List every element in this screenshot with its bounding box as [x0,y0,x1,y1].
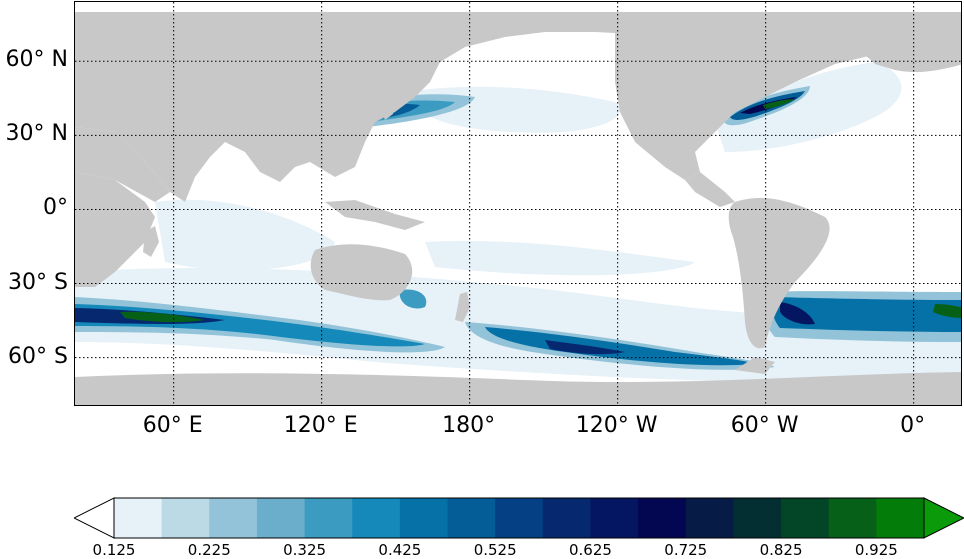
colorbar-segment [733,498,782,538]
arabia-landmass [75,127,170,202]
central-america [685,172,735,207]
indonesia [325,200,425,230]
antarctica-landmass [75,372,961,405]
colorbar-segment [161,498,210,538]
colorbar-segment [495,498,544,538]
colorbar-under-extension [74,497,115,539]
colorbar-segment [638,498,687,538]
lat-tick-label: 0° [43,195,68,221]
brazil-malvinas-peak [933,304,961,318]
colorbar-frame [113,497,925,539]
colorbar-segment [256,498,306,538]
colorbar-segment [399,498,449,538]
acc-pacific-mid [485,327,755,366]
southern-ocean-field [75,267,961,384]
colorbar-tick-label: 0.425 [378,541,422,559]
madagascar [143,226,159,257]
north-atlantic-field [715,62,902,152]
colorbar-tick-label: 0.225 [187,541,231,559]
lon-tick-label: 0° [900,413,926,438]
colorbar-tick-label: 0.125 [92,541,136,559]
new-zealand [455,292,470,322]
tropical-pacific-field [425,241,695,276]
africa-landmass [75,172,155,287]
colorbar-tick-label: 0.325 [283,541,327,559]
north-america-landmass [615,17,885,180]
brazil-malvinas-core [780,302,815,325]
antarctic-peninsula [735,357,775,374]
japan [380,92,395,120]
lon-tick-label: 60° E [142,413,203,438]
lon-tick-label: 60° W [730,413,799,438]
colorbar-segment [876,498,925,538]
colorbar-segment [685,498,734,538]
gulf-stream-peak [763,99,795,109]
colorbar-tick-label: 0.725 [664,541,708,559]
colorbar-segment [781,498,830,538]
agulhas-peak [120,311,205,323]
greenland [795,12,885,62]
eurasia-landmass [75,12,961,202]
colorbar [74,497,964,539]
lon-tick-label: 120° W [575,413,658,438]
colorbar-tick-label: 0.525 [473,541,517,559]
colorbar-over-extension [923,497,964,539]
indian-ocean-field [155,199,335,271]
lon-tick-label: 120° E [283,413,358,438]
colorbar-segment [590,498,639,538]
colorbar-segment [114,498,163,538]
australia-landmass [310,244,413,301]
colorbar-tick-label: 0.825 [759,541,803,559]
colorbar-segment [352,498,401,538]
lat-tick-label: 60° N [5,47,68,73]
colorbar-segment [542,498,591,538]
colorbar-tick-label: 0.925 [854,541,898,559]
colorbar-segment [447,498,496,538]
colorbar-segment [828,498,877,538]
colorbar-segment [209,498,258,538]
colorbar-segment [304,498,353,538]
world-map [75,2,961,405]
ocean-field-layer [75,62,961,384]
colorbar-tick-label: 0.625 [568,541,612,559]
map-panel [74,1,962,406]
land-layer [75,12,961,405]
acc-pacific-core [545,340,625,355]
lat-tick-label: 60° S [8,343,68,369]
lat-tick-label: 30° N [5,121,68,147]
south-america-landmass [728,197,830,349]
lon-tick-label: 180° [442,413,496,438]
graticule [75,2,961,405]
lat-tick-label: 30° S [8,269,68,295]
tasman-field [399,289,427,309]
